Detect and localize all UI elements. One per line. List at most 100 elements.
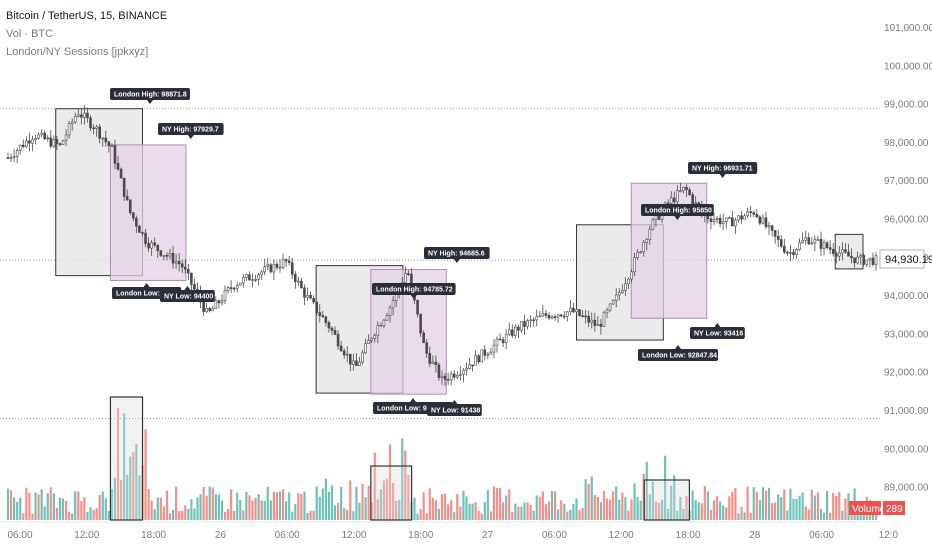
candle-body: [721, 221, 725, 224]
volume-bar: [813, 495, 816, 520]
candle-body: [257, 274, 260, 280]
volume-bar: [208, 486, 211, 520]
indicator-legend[interactable]: London/NY Sessions [jpkxyz]: [6, 46, 149, 58]
volume-bar: [184, 505, 187, 520]
volume-bar: [667, 508, 670, 520]
ny-high-1-tag: NY High: 97929.7: [158, 123, 224, 139]
volume-bar: [596, 497, 599, 520]
ny-high-2-tag: NY High: 94685.6: [424, 247, 490, 263]
ny-low-1-tag-bg: [160, 290, 215, 302]
candle-body: [40, 132, 43, 136]
volume-bar: [28, 492, 31, 520]
volume-bar: [541, 491, 544, 520]
candle-body: [627, 278, 630, 285]
symbol-title[interactable]: Bitcoin / TetherUS, 15, BINANCE: [6, 10, 168, 22]
volume-bar: [98, 494, 101, 520]
candle-body: [290, 262, 294, 275]
candle-body: [76, 114, 80, 117]
candle-body: [101, 137, 105, 140]
volume-bar: [725, 507, 728, 520]
volume-bar: [538, 496, 541, 520]
candle-body: [147, 243, 150, 249]
volume-bar: [660, 499, 664, 520]
volume-bar: [202, 486, 205, 520]
volume-bar: [278, 491, 282, 520]
volume-bar: [428, 488, 431, 520]
candle-body: [269, 264, 273, 273]
volume-bar: [150, 500, 153, 520]
candle-body: [193, 284, 196, 290]
volume-bar: [80, 500, 83, 520]
candle-body: [709, 218, 713, 222]
candle-body: [64, 134, 68, 141]
session-volume-box: [370, 465, 413, 521]
volume-badge-label: Volume: [852, 504, 886, 515]
candle-body: [471, 364, 474, 367]
volume-bar: [529, 504, 532, 520]
candle-body: [459, 374, 462, 376]
volume-bar: [492, 486, 496, 520]
volume-bar: [780, 497, 783, 520]
candle-body: [220, 300, 224, 304]
candle-body: [718, 217, 722, 224]
candle-body: [749, 211, 752, 213]
candle-body: [25, 140, 28, 147]
candle-body: [844, 249, 847, 253]
ny-high-2-tag-bg: [424, 247, 490, 259]
volume-bar: [138, 475, 141, 520]
candle-body: [492, 344, 496, 353]
volume-bar: [107, 511, 110, 520]
ny-high-2-tag-pointer: [453, 259, 460, 263]
volume-bar: [300, 493, 303, 520]
ny-low-2-tag: NY Low: 91438: [427, 400, 482, 416]
candle-body: [132, 212, 135, 219]
session-high-low-tags: London High: 98871.8 NY High: 97929.7 Lond…: [110, 88, 758, 416]
volume-bar: [95, 508, 98, 520]
candle-body: [122, 177, 126, 197]
candle-body: [483, 349, 487, 356]
candle-body: [578, 309, 581, 316]
volume-bar: [9, 490, 13, 520]
volume-bar: [174, 486, 178, 520]
volume-bar: [318, 496, 321, 520]
candle-body: [764, 217, 768, 228]
candle-body: [834, 253, 838, 257]
volume-bar: [618, 499, 621, 520]
volume-legend[interactable]: Vol · BTC: [6, 28, 54, 40]
candle-body: [535, 316, 539, 321]
volume-bar: [64, 500, 68, 520]
ny-high-1-tag-pointer: [187, 135, 194, 139]
volume-bar: [214, 494, 217, 520]
volume-bar: [712, 500, 716, 520]
candle-body: [639, 251, 642, 254]
volume-bar: [615, 486, 618, 520]
volume-bar: [43, 506, 46, 520]
candle-body: [86, 112, 89, 119]
candle-body: [621, 289, 624, 293]
session-volume-box: [109, 396, 144, 521]
candle-body: [159, 250, 163, 256]
candle-body: [822, 242, 826, 249]
volume-bar: [330, 485, 334, 520]
candle-body: [831, 249, 835, 254]
volume-bar: [807, 509, 810, 520]
candle-body: [593, 319, 597, 326]
candle-body: [514, 326, 517, 336]
candle-body: [407, 273, 410, 275]
candle-body: [743, 215, 746, 220]
time-axis[interactable]: 06:00 12:00 18:00 26 06:00 12:00 18:00 27 06:00 1…: [0, 521, 899, 541]
candle-body: [666, 202, 670, 205]
volume-bar: [664, 455, 667, 520]
candle-body: [431, 361, 435, 364]
candle-body: [523, 321, 526, 327]
volume-bar: [572, 504, 575, 520]
volume-bar: [205, 495, 208, 520]
volume-bar: [92, 509, 95, 520]
candle-body: [727, 217, 731, 220]
candle-body: [165, 254, 169, 257]
volume-bar: [288, 492, 291, 520]
volume-bar: [187, 508, 190, 520]
volume-bar: [480, 513, 483, 520]
candle-body: [645, 239, 649, 243]
